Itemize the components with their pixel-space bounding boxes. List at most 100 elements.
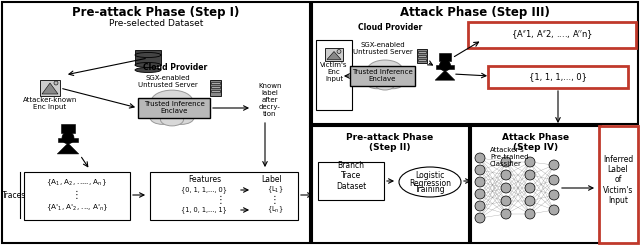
Circle shape [475, 213, 485, 223]
Text: Attack Phase (Step III): Attack Phase (Step III) [400, 7, 550, 20]
Circle shape [501, 183, 511, 193]
Bar [599, 126, 638, 243]
Text: SGX-enabled: SGX-enabled [361, 42, 405, 48]
Bar [418, 51, 426, 53]
Text: Enclave: Enclave [160, 108, 188, 114]
Circle shape [475, 201, 485, 211]
Ellipse shape [150, 110, 175, 124]
Ellipse shape [151, 90, 193, 113]
Text: {0, 1, 1,..., 0}: {0, 1, 1,..., 0} [181, 187, 227, 193]
Circle shape [475, 189, 485, 199]
Text: ⋮: ⋮ [270, 195, 280, 205]
Circle shape [501, 157, 511, 167]
Text: Untrusted Server: Untrusted Server [138, 82, 198, 88]
Bar [436, 65, 454, 69]
Bar [312, 2, 638, 124]
Ellipse shape [54, 81, 58, 85]
Text: Enc Input: Enc Input [33, 104, 67, 110]
Ellipse shape [367, 60, 403, 79]
Circle shape [525, 209, 535, 219]
Text: {1, 0, 1,..., 1}: {1, 0, 1,..., 1} [181, 207, 227, 213]
Circle shape [549, 160, 559, 170]
Text: {A'$_1$, A'$_2$, ..., A'$_n$}: {A'$_1$, A'$_2$, ..., A'$_n$} [45, 203, 108, 213]
Ellipse shape [388, 71, 411, 83]
Bar [439, 53, 451, 61]
Ellipse shape [62, 132, 74, 144]
Circle shape [501, 209, 511, 219]
Bar [24, 172, 130, 220]
Text: ⋮: ⋮ [72, 190, 82, 200]
Text: Features: Features [188, 175, 221, 184]
Text: (Step IV): (Step IV) [513, 144, 559, 152]
Text: Logistic: Logistic [415, 172, 445, 181]
Bar [468, 22, 636, 48]
Ellipse shape [169, 110, 194, 124]
Text: Trusted Inference: Trusted Inference [351, 69, 412, 75]
Ellipse shape [399, 167, 461, 197]
Text: Pre-attack Phase (Step I): Pre-attack Phase (Step I) [72, 7, 240, 20]
Circle shape [525, 157, 535, 167]
Text: Branch
Trace
Dataset: Branch Trace Dataset [336, 161, 366, 191]
Bar [150, 172, 298, 220]
Ellipse shape [440, 60, 451, 71]
Bar [418, 55, 426, 57]
Ellipse shape [175, 103, 203, 118]
Text: ⋮: ⋮ [215, 195, 225, 205]
Text: Training: Training [415, 185, 445, 195]
Text: SGX-enabled: SGX-enabled [146, 75, 190, 81]
Ellipse shape [161, 113, 184, 126]
Bar [209, 80, 221, 96]
Circle shape [475, 177, 485, 187]
Text: {1, 1, 1,..., 0}: {1, 1, 1,..., 0} [529, 73, 587, 82]
Circle shape [549, 205, 559, 215]
Text: Regression: Regression [409, 179, 451, 187]
Text: Cloud Provider: Cloud Provider [143, 62, 207, 72]
Text: Victim's
Enc
Input: Victim's Enc Input [320, 62, 348, 82]
Polygon shape [327, 51, 341, 60]
Ellipse shape [359, 71, 382, 83]
Bar [40, 80, 60, 96]
Text: Pre-attack Phase: Pre-attack Phase [346, 134, 434, 143]
Bar [325, 49, 343, 61]
Bar [418, 59, 426, 61]
Bar [350, 66, 415, 86]
Ellipse shape [141, 103, 168, 118]
Ellipse shape [337, 49, 341, 53]
Text: Inferred
Label
of
Victim's
Input: Inferred Label of Victim's Input [603, 155, 633, 205]
Text: Attacker-known: Attacker-known [23, 97, 77, 103]
Circle shape [549, 175, 559, 185]
Circle shape [549, 190, 559, 200]
Bar [211, 82, 220, 84]
Text: {L$_1$}: {L$_1$} [267, 185, 284, 195]
Circle shape [475, 153, 485, 163]
Ellipse shape [135, 62, 161, 68]
Circle shape [525, 170, 535, 180]
Bar [61, 124, 74, 133]
Ellipse shape [135, 52, 161, 58]
Text: Attacker's
Pre-trained
Classifier: Attacker's Pre-trained Classifier [490, 147, 529, 167]
Circle shape [501, 196, 511, 206]
Text: {A$_1$, A$_2$, ....., A$_n$}: {A$_1$, A$_2$, ....., A$_n$} [47, 178, 108, 188]
Circle shape [501, 170, 511, 180]
Polygon shape [435, 70, 455, 80]
Ellipse shape [382, 77, 403, 89]
Text: Attack Phase: Attack Phase [502, 134, 570, 143]
Text: Enclave: Enclave [368, 76, 396, 82]
Bar [211, 86, 220, 88]
Bar [58, 138, 77, 142]
Bar [316, 40, 352, 110]
Text: Pre-selected Dataset: Pre-selected Dataset [109, 20, 203, 28]
Text: Untrusted Server: Untrusted Server [353, 49, 413, 55]
Bar [417, 49, 427, 63]
Circle shape [525, 183, 535, 193]
Bar [318, 162, 384, 200]
Text: Known
label
after
decry-
tion: Known label after decry- tion [259, 83, 282, 117]
Bar [2, 2, 310, 243]
Text: (Step II): (Step II) [369, 144, 411, 152]
Ellipse shape [375, 79, 395, 90]
Bar [135, 50, 161, 65]
Ellipse shape [135, 68, 161, 73]
Circle shape [525, 196, 535, 206]
Ellipse shape [367, 77, 388, 89]
Text: Trusted Inference: Trusted Inference [143, 101, 204, 107]
